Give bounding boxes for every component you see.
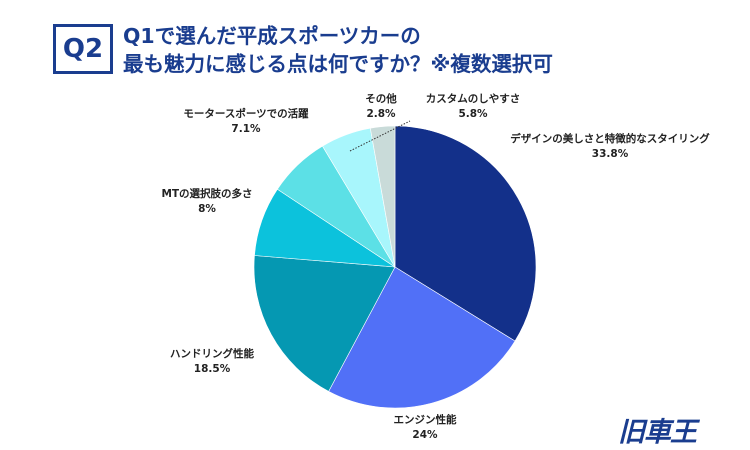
label-mt: MTの選択肢の多さ 8% — [161, 188, 253, 215]
question-badge: Q2 — [53, 24, 113, 74]
label-other: その他 2.8% — [365, 93, 397, 120]
logo: 旧車王 — [618, 417, 697, 448]
label-handling: ハンドリング性能 18.5% — [170, 348, 254, 375]
pie-slice-2 — [253, 255, 396, 392]
pie-slice-0 — [394, 125, 537, 342]
label-engine: エンジン性能 24% — [393, 414, 457, 441]
title-line-1: Q1で選んだ平成スポーツカーの — [123, 24, 421, 48]
label-motorsport: モータースポーツでの活躍 7.1% — [183, 108, 309, 135]
label-design: デザインの美しさと特徴的なスタイリング 33.8% — [510, 133, 710, 160]
leader-line-custom — [349, 120, 411, 152]
pie-slice-1 — [328, 266, 516, 409]
pie-slice-6 — [369, 125, 396, 268]
chart-title: Q1で選んだ平成スポーツカーの 最も魅力に感じる点は何ですか？※複数選択可 — [123, 22, 553, 78]
label-custom: カスタムのしやすさ 5.8% — [425, 93, 521, 120]
title-line-2: 最も魅力に感じる点は何ですか？※複数選択可 — [123, 52, 553, 76]
